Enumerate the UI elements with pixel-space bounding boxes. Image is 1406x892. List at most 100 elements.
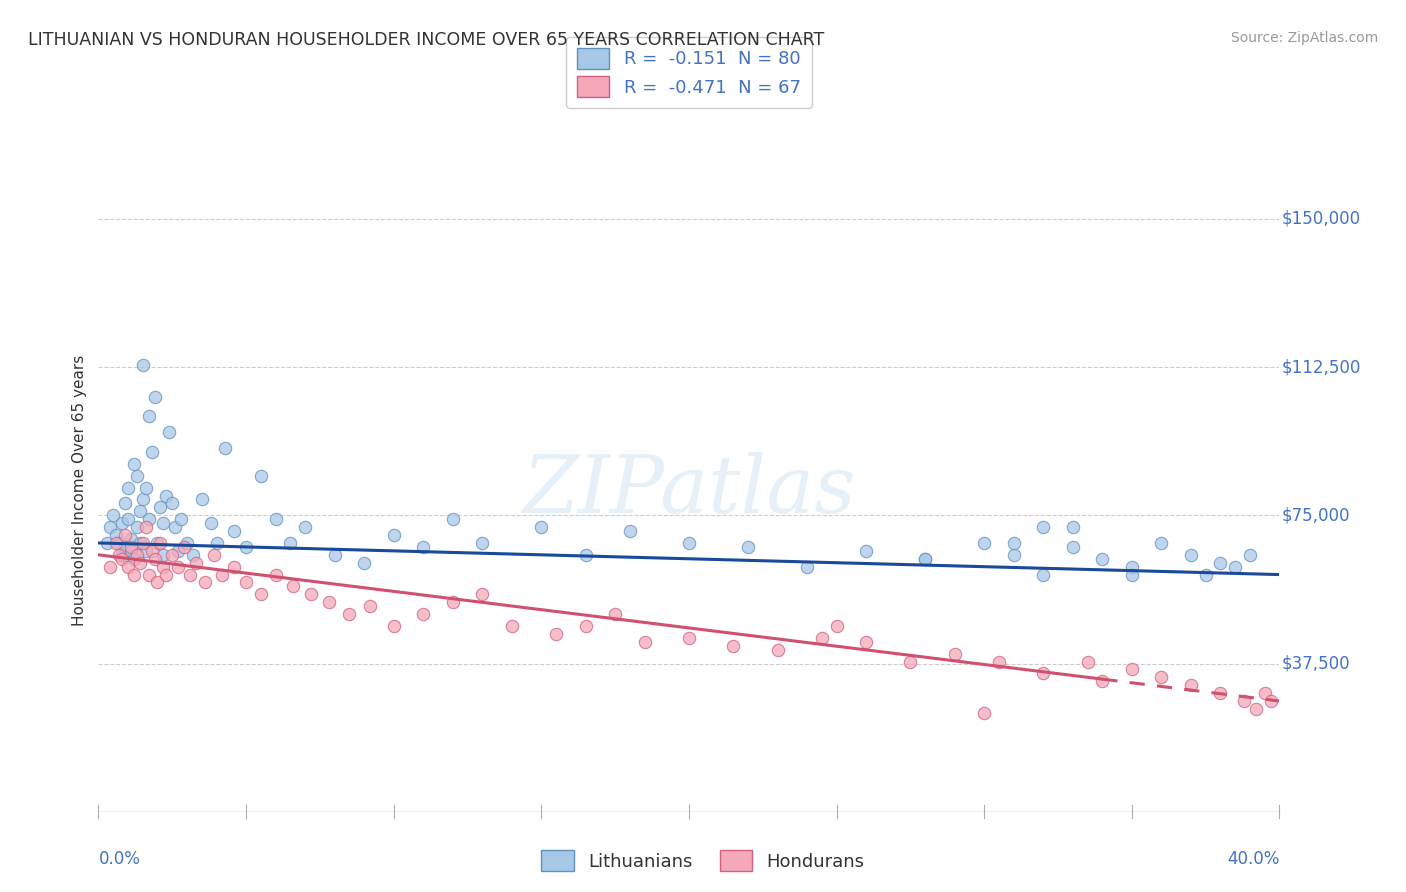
Point [167, 559, 190, 574]
Point [1223, 559, 1246, 574]
Point [1150, 536, 1173, 550]
Text: $150,000: $150,000 [1282, 210, 1361, 227]
Point [184, 556, 207, 570]
Point [337, 607, 360, 621]
Point [194, 575, 217, 590]
Point [353, 556, 375, 570]
Point [1091, 551, 1114, 566]
Point [120, 544, 142, 558]
Point [1195, 567, 1218, 582]
Point [914, 551, 936, 566]
Point [138, 409, 160, 424]
Point [146, 575, 169, 590]
Point [318, 595, 340, 609]
Point [294, 520, 316, 534]
Point [544, 627, 567, 641]
Point [283, 579, 305, 593]
Point [737, 540, 759, 554]
Point [973, 536, 995, 550]
Point [1091, 674, 1114, 689]
Point [132, 536, 155, 550]
Point [125, 520, 148, 534]
Point [264, 567, 287, 582]
Point [1121, 559, 1143, 574]
Point [678, 536, 700, 550]
Point [441, 595, 464, 609]
Point [152, 559, 174, 574]
Point [211, 567, 233, 582]
Point [264, 512, 287, 526]
Point [114, 528, 136, 542]
Point [105, 536, 128, 550]
Point [108, 548, 131, 562]
Text: ZIPatlas: ZIPatlas [522, 452, 856, 529]
Point [973, 706, 995, 720]
Point [1239, 548, 1261, 562]
Text: 0.0%: 0.0% [98, 850, 141, 868]
Point [1180, 548, 1202, 562]
Point [173, 540, 195, 554]
Point [412, 607, 434, 621]
Point [155, 489, 177, 503]
Point [162, 548, 183, 562]
Point [132, 358, 155, 372]
Point [855, 544, 877, 558]
Point [810, 631, 832, 645]
Point [1062, 520, 1084, 534]
Point [943, 647, 966, 661]
Point [157, 425, 180, 440]
Point [1077, 655, 1099, 669]
Point [1032, 520, 1054, 534]
Y-axis label: Householder Income Over 65 years: Householder Income Over 65 years [72, 355, 87, 626]
Point [146, 536, 169, 550]
Point [382, 528, 405, 542]
Point [162, 496, 183, 510]
Point [120, 540, 142, 554]
Point [1244, 702, 1267, 716]
Point [128, 536, 150, 550]
Point [471, 536, 494, 550]
Point [135, 481, 157, 495]
Point [766, 642, 789, 657]
Point [122, 551, 145, 566]
Point [96, 536, 118, 550]
Point [135, 544, 157, 558]
Point [179, 567, 201, 582]
Point [149, 500, 172, 515]
Point [224, 559, 246, 574]
Point [574, 548, 596, 562]
Point [117, 481, 139, 495]
Point [105, 528, 128, 542]
Point [103, 508, 125, 523]
Point [323, 548, 346, 562]
Point [530, 520, 553, 534]
Point [152, 548, 174, 562]
Point [111, 548, 134, 562]
Point [165, 520, 187, 534]
Point [441, 512, 464, 526]
Point [135, 520, 157, 534]
Legend: R =  -0.151  N = 80, R =  -0.471  N = 67: R = -0.151 N = 80, R = -0.471 N = 67 [567, 37, 811, 108]
Point [278, 536, 302, 550]
Point [122, 457, 145, 471]
Point [176, 536, 198, 550]
Point [574, 619, 596, 633]
Point [117, 512, 139, 526]
Point [900, 655, 922, 669]
Point [141, 445, 163, 459]
Point [143, 551, 166, 566]
Point [141, 544, 163, 558]
Point [501, 619, 523, 633]
Point [125, 468, 148, 483]
Point [149, 536, 172, 550]
Point [825, 619, 848, 633]
Point [111, 516, 134, 531]
Point [122, 567, 145, 582]
Point [114, 540, 136, 554]
Point [1002, 548, 1025, 562]
Point [114, 496, 136, 510]
Text: $37,500: $37,500 [1282, 655, 1350, 673]
Point [224, 524, 246, 538]
Legend: Lithuanians, Hondurans: Lithuanians, Hondurans [534, 843, 872, 879]
Point [202, 548, 225, 562]
